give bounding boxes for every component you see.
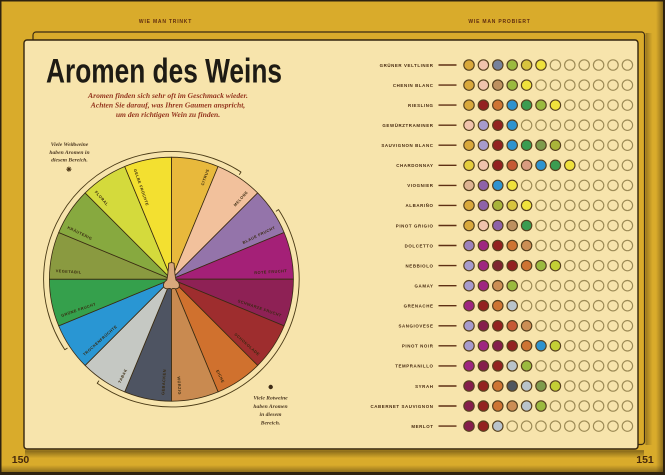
svg-text:PINOT NOIR: PINOT NOIR	[402, 344, 434, 349]
svg-text:PINOT GRIGIO: PINOT GRIGIO	[396, 223, 434, 228]
svg-text:SAUVIGNON BLANC: SAUVIGNON BLANC	[381, 143, 433, 148]
svg-text:GRENACHE: GRENACHE	[404, 304, 434, 309]
svg-text:GEWÜRZTRAMINER: GEWÜRZTRAMINER	[382, 123, 433, 128]
svg-text:Viele Weißweine: Viele Weißweine	[51, 142, 89, 148]
svg-text:VIOGNIER: VIOGNIER	[407, 183, 433, 188]
svg-text:TEMPRANILLO: TEMPRANILLO	[395, 364, 433, 369]
svg-text:Achten Sie darauf, was Ihren G: Achten Sie darauf, was Ihren Gaumen ansp…	[90, 100, 246, 109]
svg-text:SANGIOVESE: SANGIOVESE	[398, 324, 433, 329]
svg-text:Bereich.: Bereich.	[260, 420, 280, 426]
svg-text:VEGETABIL: VEGETABIL	[56, 268, 82, 275]
svg-text:CHENIN BLANC: CHENIN BLANC	[393, 83, 434, 88]
svg-text:DOLCETTO: DOLCETTO	[405, 243, 434, 248]
svg-text:150: 150	[12, 454, 30, 466]
svg-text:ROTE FRUCHT: ROTE FRUCHT	[254, 268, 287, 275]
svg-text:WIE MAN PROBIERT: WIE MAN PROBIERT	[468, 19, 530, 25]
svg-text:um den richtigen Wein zu finde: um den richtigen Wein zu finden.	[116, 110, 220, 119]
svg-text:CHARDONNAY: CHARDONNAY	[396, 163, 433, 168]
svg-text:RIESLING: RIESLING	[408, 103, 434, 108]
svg-text:WIE MAN TRINKT: WIE MAN TRINKT	[139, 19, 192, 25]
svg-text:ALBARIÑO: ALBARIÑO	[406, 203, 434, 208]
svg-text:TABAK: TABAK	[117, 368, 128, 384]
svg-text:CABERNET SAUVIGNON: CABERNET SAUVIGNON	[370, 404, 433, 409]
svg-text:SYRAH: SYRAH	[415, 384, 433, 389]
svg-text:EICHE: EICHE	[215, 369, 226, 384]
svg-text:diesem Bereich.: diesem Bereich.	[51, 158, 88, 164]
svg-text:Aromen des Weins: Aromen des Weins	[46, 53, 282, 91]
svg-text:CITRUS: CITRUS	[200, 168, 210, 186]
svg-text:in diesem: in diesem	[260, 412, 283, 418]
svg-text:WÜRZIG: WÜRZIG	[176, 376, 182, 395]
svg-text:MERLOT: MERLOT	[411, 424, 433, 429]
svg-text:GRÜNER VELTLINER: GRÜNER VELTLINER	[380, 63, 434, 68]
svg-text:GEBACKEN: GEBACKEN	[160, 369, 167, 395]
svg-text:GAMAY: GAMAY	[415, 284, 434, 289]
svg-text:NEBBIOLO: NEBBIOLO	[406, 263, 434, 268]
svg-text:haben Aromen in: haben Aromen in	[49, 150, 89, 156]
svg-text:151: 151	[636, 454, 654, 466]
svg-text:Aromen finden sich sehr oft im: Aromen finden sich sehr oft im Geschmack…	[87, 91, 248, 100]
svg-text:haben Aromen: haben Aromen	[253, 404, 287, 410]
svg-text:Viele Rotweine: Viele Rotweine	[253, 396, 288, 402]
